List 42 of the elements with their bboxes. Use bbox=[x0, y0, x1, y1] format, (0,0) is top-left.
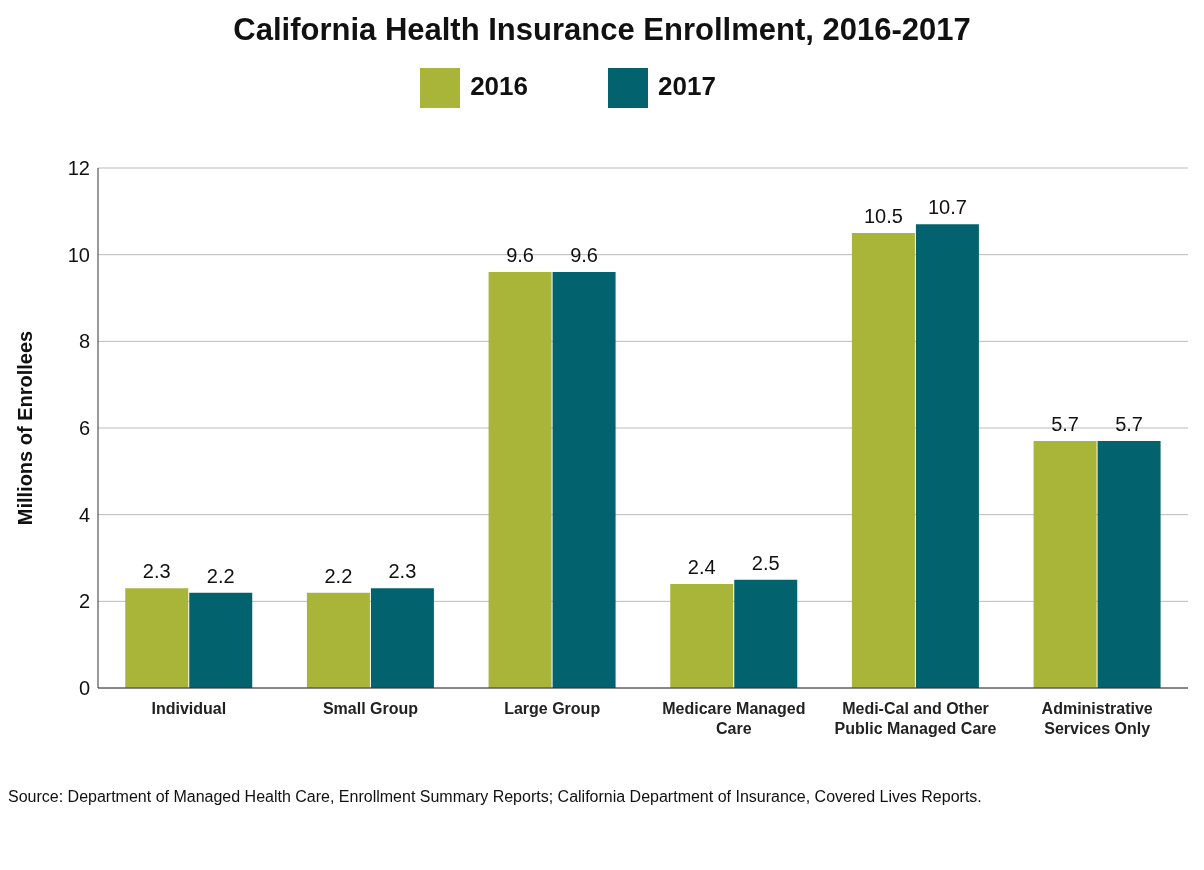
data-label: 2.2 bbox=[324, 564, 353, 587]
y-tick-label: 8 bbox=[78, 330, 90, 353]
bar bbox=[552, 272, 616, 688]
data-label: 2.3 bbox=[388, 560, 417, 583]
data-label: 2.3 bbox=[142, 560, 171, 583]
data-label: 2.2 bbox=[206, 564, 235, 587]
x-tick-label: Individual bbox=[151, 700, 227, 717]
data-label: 10.7 bbox=[927, 196, 967, 219]
y-tick-label: 12 bbox=[67, 157, 90, 180]
bar bbox=[306, 592, 370, 688]
y-tick-label: 10 bbox=[67, 243, 90, 266]
x-tick-label: Medi-Cal and Other Public Managed Care bbox=[834, 700, 997, 737]
y-tick-label: 4 bbox=[78, 503, 90, 526]
x-tick-label: Small Group bbox=[322, 700, 419, 717]
bar bbox=[734, 579, 798, 688]
chart-title: California Health Insurance Enrollment, 2016-2017 bbox=[232, 11, 972, 48]
legend-label: 2017 bbox=[658, 70, 716, 101]
data-label: 9.6 bbox=[506, 244, 534, 266]
bar bbox=[1097, 441, 1161, 688]
bar bbox=[370, 588, 434, 688]
bar bbox=[670, 584, 734, 688]
data-label: 5.7 bbox=[1051, 413, 1079, 435]
bar bbox=[851, 233, 915, 688]
data-label: 5.7 bbox=[1115, 413, 1143, 435]
x-tick-label: Large Group bbox=[504, 700, 601, 717]
bar bbox=[189, 592, 253, 688]
data-label: 2.4 bbox=[687, 556, 716, 578]
data-label: 9.6 bbox=[570, 244, 598, 266]
x-tick-label: Administrative Services Only bbox=[1041, 700, 1153, 737]
bar bbox=[488, 272, 552, 688]
y-tick-label: 6 bbox=[78, 417, 90, 440]
bar bbox=[1033, 441, 1097, 688]
data-label: 10.5 bbox=[863, 205, 903, 227]
data-label: 2.5 bbox=[751, 551, 780, 574]
x-tick-label: Medicare Managed Care bbox=[662, 700, 806, 737]
bar bbox=[125, 588, 189, 688]
bar bbox=[915, 224, 979, 688]
source-note: Source: Department of Managed Health Care, Enrollment Summary Reports; California Department of Insurance, Covered Lives Reports. bbox=[8, 788, 983, 806]
y-axis-title: Millions of Enrollees bbox=[14, 330, 37, 526]
y-tick-label: 0 bbox=[78, 677, 90, 700]
legend-label: 2016 bbox=[470, 70, 528, 101]
y-tick-label: 2 bbox=[78, 590, 90, 613]
